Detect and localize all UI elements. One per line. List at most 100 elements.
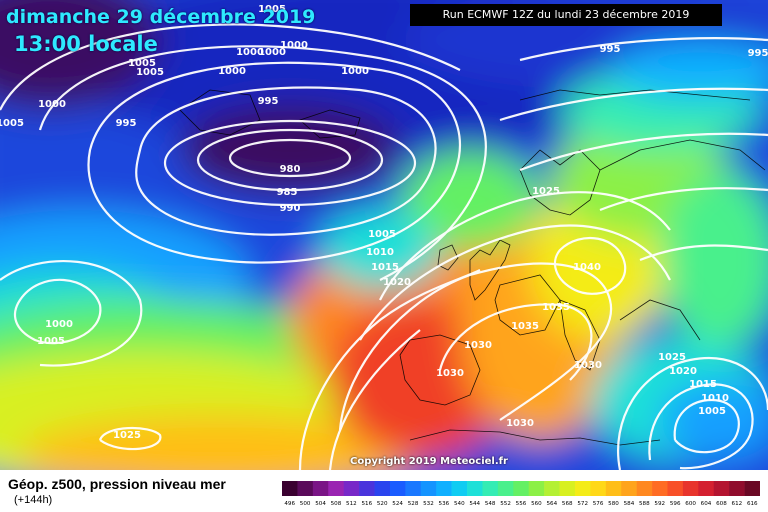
- isobar-label: 980: [280, 164, 301, 175]
- colorbar-swatch: [621, 481, 637, 496]
- colorbar-label: 540: [454, 501, 465, 507]
- colorbar-label: 512: [346, 501, 357, 507]
- isobar-label: 1030: [574, 360, 602, 371]
- colorbar-label: 576: [593, 501, 604, 507]
- colorbar-swatch: [343, 481, 360, 496]
- colorbar-swatch: [451, 481, 468, 496]
- isobar-label: 990: [280, 203, 301, 214]
- isobar-label: 1030: [436, 368, 464, 379]
- isobar-label: 1005: [368, 229, 396, 240]
- colorbar-swatch: [528, 481, 545, 496]
- isobar-label: 995: [748, 48, 768, 59]
- colorbar-label: 556: [516, 501, 527, 507]
- colorbar-swatch: [559, 481, 576, 496]
- colorbar-swatch: [497, 481, 514, 496]
- colorbar-label: 500: [300, 501, 311, 507]
- geopotential-color-field: [0, 0, 768, 470]
- colorbar-label: 560: [531, 501, 542, 507]
- colorbar-swatch: [467, 481, 483, 496]
- isobar-label: 1000: [236, 47, 264, 58]
- isobar-label: 1000: [45, 319, 73, 330]
- colorbar-label: 536: [439, 501, 450, 507]
- isobar-label: 1005: [37, 336, 65, 347]
- forecast-time-title: 13:00 locale: [14, 32, 158, 56]
- colorbar-label: 524: [392, 501, 403, 507]
- isobar-label: 1000: [38, 99, 66, 110]
- isobar-label: 1005: [0, 118, 24, 129]
- isobar-label: 1035: [542, 302, 570, 313]
- colorbar-label: 592: [654, 501, 665, 507]
- isobar-label: 1005: [698, 406, 726, 417]
- isobar-label: 1005: [258, 4, 286, 15]
- isobar-label: 1000: [341, 66, 369, 77]
- colorbar-swatch: [682, 481, 699, 496]
- isobar-label: 1015: [689, 379, 717, 390]
- colorbar-label: 616: [747, 501, 758, 507]
- colorbar-swatch: [574, 481, 591, 496]
- isobar-label: 1005: [128, 58, 156, 69]
- colorbar-label: 608: [716, 501, 727, 507]
- isobar-label: 1000: [218, 66, 246, 77]
- colorbar-swatch: [729, 481, 745, 496]
- colorbar-label: 612: [732, 501, 743, 507]
- colorbar-swatch: [605, 481, 622, 496]
- isobar-label: 1005: [136, 67, 164, 78]
- colorbar-swatch: [328, 481, 344, 496]
- isobar-label: 1030: [506, 418, 534, 429]
- isobar-label: 995: [116, 118, 137, 129]
- colorbar-swatch: [544, 481, 560, 496]
- colorbar-label: 496: [284, 501, 295, 507]
- colorbar-swatch: [420, 481, 437, 496]
- isobar-label: 1040: [573, 262, 601, 273]
- colorbar-swatch: [698, 481, 715, 496]
- colorbar-swatch: [282, 481, 298, 496]
- isobar-label: 985: [277, 187, 298, 198]
- isobar-label: 1020: [669, 366, 697, 377]
- isobars: [0, 23, 768, 470]
- colorbar-label: 544: [469, 501, 480, 507]
- isobar-label: 1000: [280, 40, 308, 51]
- colorbar-swatch: [590, 481, 607, 496]
- colorbar-swatch: [513, 481, 530, 496]
- colorbar-label: 504: [315, 501, 326, 507]
- model-run-info: Run ECMWF 12Z du lundi 23 décembre 2019: [410, 4, 722, 26]
- colorbar-swatch: [636, 481, 653, 496]
- isobar-label: 995: [258, 96, 279, 107]
- colorbar-label: 580: [608, 501, 619, 507]
- forecast-horizon: (+144h): [14, 494, 53, 506]
- colorbar-label: 600: [685, 501, 696, 507]
- colorbar-label: 572: [577, 501, 588, 507]
- colorbar-label: 508: [331, 501, 342, 507]
- isobar-label: 1010: [701, 393, 729, 404]
- colorbar-swatch: [374, 481, 391, 496]
- colorbar-label: 588: [639, 501, 650, 507]
- colorbar-label: 528: [408, 501, 419, 507]
- colorbar-swatch: [744, 481, 760, 496]
- colorbar-label: 548: [485, 501, 496, 507]
- colorbar-swatch: [652, 481, 668, 496]
- colorbar-swatch: [312, 481, 329, 496]
- colorbar-label: 532: [423, 501, 434, 507]
- colorbar-swatch: [713, 481, 730, 496]
- colorbar-swatch: [359, 481, 375, 496]
- colorbar-swatch: [297, 481, 314, 496]
- colorbar-label: 520: [377, 501, 388, 507]
- colorbar-label: 552: [500, 501, 511, 507]
- colorbar-swatch: [436, 481, 452, 496]
- isobar-label: 1025: [658, 352, 686, 363]
- colorbar-swatch: [405, 481, 422, 496]
- isobar-label: 1015: [371, 262, 399, 273]
- isobar-label: 1030: [464, 340, 492, 351]
- isobar-label: 995: [600, 44, 621, 55]
- colorbar-swatch: [482, 481, 499, 496]
- colorbar-label: 604: [701, 501, 712, 507]
- colorbar-label: 584: [624, 501, 635, 507]
- isobar-label: 1000: [258, 47, 286, 58]
- colorbar-label: 564: [546, 501, 557, 507]
- geopotential-colorbar: 496 500 504 508 512 516 520 524 528 532 536 540 544 5…: [282, 481, 760, 507]
- variable-title: Géop. z500, pression niveau mer: [8, 476, 226, 492]
- isobar-label: 1020: [383, 277, 411, 288]
- coastlines: [179, 89, 766, 446]
- colorbar-swatch: [389, 481, 406, 496]
